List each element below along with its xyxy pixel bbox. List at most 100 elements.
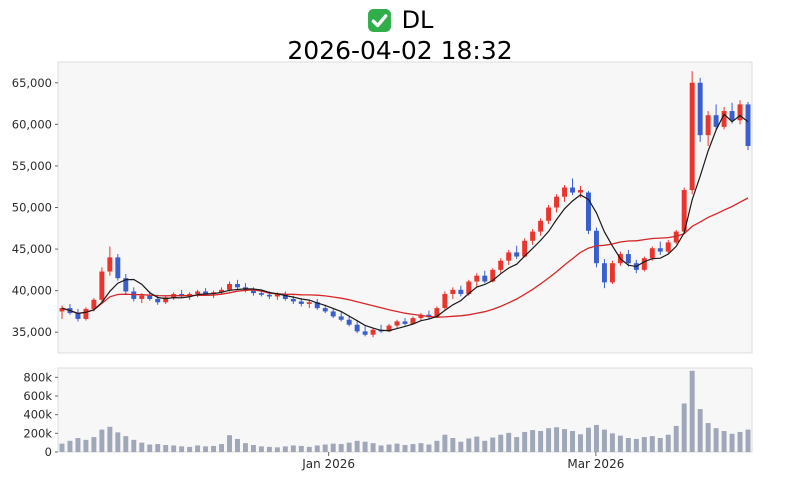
- volume-bar: [418, 443, 424, 452]
- candle-body: [593, 230, 599, 264]
- volume-bar: [370, 443, 376, 452]
- volume-bar: [67, 440, 73, 452]
- volume-bar: [282, 446, 288, 452]
- volume-bar: [107, 426, 113, 452]
- volume-bar: [83, 439, 89, 452]
- volume-panel: [57, 367, 753, 453]
- candle-body: [362, 331, 368, 335]
- volume-bar: [266, 446, 272, 452]
- candle-body: [354, 324, 360, 332]
- candle-body: [250, 290, 256, 294]
- axes-layer: 35,000 40,000 45,000 50,000 55,000 60,000 65,0…: [12, 76, 625, 471]
- candle-body: [59, 308, 65, 312]
- candle-body: [538, 220, 544, 232]
- volume-bar: [346, 442, 352, 452]
- volume-bar: [705, 423, 711, 452]
- candle-body: [641, 258, 647, 270]
- candle-body: [665, 242, 671, 252]
- volume-bar: [75, 438, 81, 452]
- candle-body: [123, 278, 129, 292]
- candle-body: [737, 104, 743, 121]
- volume-bar: [593, 424, 599, 452]
- volume-bar: [147, 444, 153, 452]
- volume-bar: [633, 438, 639, 452]
- candle-body: [83, 308, 89, 319]
- volume-bar: [522, 431, 528, 452]
- candle-body: [227, 283, 232, 290]
- x-axis-label: Mar 2026: [567, 457, 624, 471]
- candle-body: [386, 325, 392, 332]
- candle-body: [290, 298, 296, 302]
- volume-bars-layer: [59, 370, 751, 452]
- candle-body: [115, 257, 121, 279]
- volume-bar: [657, 438, 663, 452]
- volume-bar: [131, 439, 137, 452]
- volume-bar: [362, 441, 368, 452]
- candle-body: [713, 115, 719, 127]
- volume-bar: [697, 409, 703, 452]
- candle-body: [410, 318, 416, 324]
- candle-body: [75, 313, 81, 319]
- volume-bar: [434, 440, 440, 452]
- candle-body: [530, 231, 536, 241]
- candle-body: [322, 308, 328, 312]
- volume-bar: [258, 446, 264, 452]
- candle-body: [458, 289, 464, 294]
- volume-bar: [378, 445, 384, 452]
- volume-bar: [681, 403, 687, 452]
- candle-body: [506, 252, 512, 261]
- volume-bar: [466, 438, 472, 452]
- volume-bar: [498, 434, 504, 452]
- x-axis-label: Jan 2026: [301, 457, 355, 471]
- candle-body: [697, 82, 703, 136]
- volume-bar: [665, 434, 671, 452]
- volume-bar: [330, 443, 336, 452]
- candle-body: [673, 231, 679, 243]
- candle-body: [554, 196, 560, 208]
- volume-bar: [274, 447, 280, 452]
- volume-bar: [490, 437, 496, 452]
- volume-bar: [578, 434, 583, 452]
- candle-body: [729, 111, 735, 121]
- candle-body: [402, 321, 408, 324]
- volume-bar: [187, 446, 193, 452]
- price-axis-label: 50,000: [12, 201, 52, 215]
- volume-bar: [250, 445, 256, 452]
- volume-bar: [673, 425, 679, 452]
- volume-bar: [322, 444, 328, 452]
- volume-bar: [91, 437, 97, 452]
- volume-bar: [195, 445, 201, 452]
- candle-body: [434, 308, 440, 318]
- volume-bar: [394, 443, 400, 452]
- candle-body: [601, 263, 607, 283]
- title-row: DL: [0, 5, 800, 35]
- candle-body: [490, 269, 496, 282]
- volume-bar: [554, 427, 560, 452]
- volume-bar: [737, 431, 743, 452]
- candle-body: [370, 329, 376, 335]
- volume-bar: [410, 444, 416, 452]
- volume-bar: [171, 445, 177, 452]
- symbol-title: DL: [401, 6, 434, 34]
- volume-bar: [290, 445, 296, 452]
- volume-bar: [729, 433, 735, 452]
- candle-body: [266, 294, 272, 297]
- candle-body: [91, 299, 97, 309]
- candle-body: [274, 293, 280, 297]
- candle-body: [306, 302, 312, 304]
- volume-bar: [338, 444, 344, 452]
- candle-body: [155, 298, 161, 303]
- price-axis-label: 45,000: [12, 242, 52, 256]
- volume-bar: [562, 429, 568, 452]
- price-axis-label: 55,000: [12, 159, 52, 173]
- volume-axis-label: 0: [45, 445, 52, 459]
- chart-header: DL 2026-04-02 18:32: [0, 5, 800, 65]
- candle-body: [689, 82, 695, 191]
- candle-body: [258, 293, 264, 295]
- candle-body: [338, 316, 344, 320]
- volume-bar: [450, 438, 456, 452]
- volume-bar: [482, 440, 488, 452]
- price-axis-label: 40,000: [12, 284, 52, 298]
- candle-body: [649, 248, 655, 259]
